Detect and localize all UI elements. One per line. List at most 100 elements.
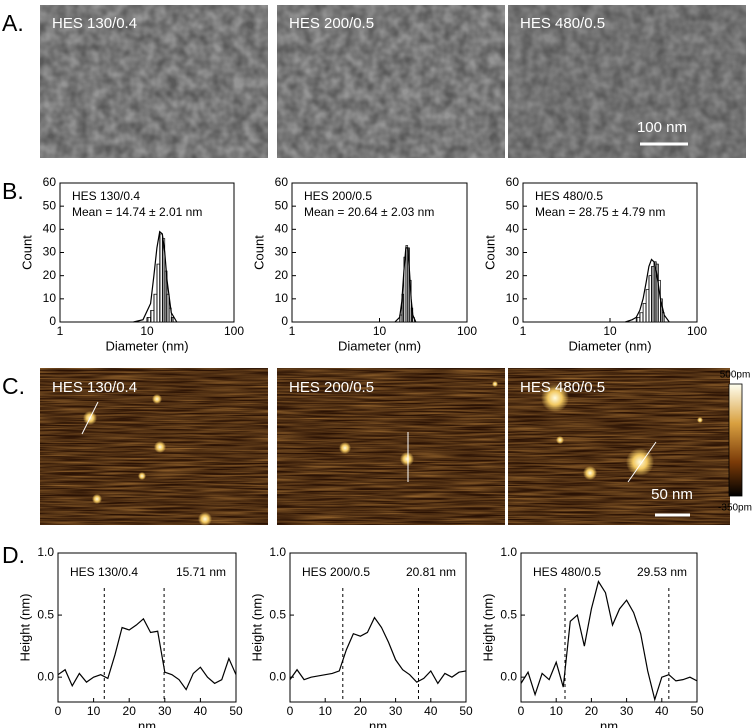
x-axis-label: Diameter (nm) — [105, 338, 188, 353]
annotation: 15.71 nm — [176, 565, 226, 579]
x-tick-label: 20 — [354, 704, 368, 718]
y-tick-label: 10 — [275, 291, 289, 305]
histogram-bar — [660, 298, 663, 323]
y-axis-label: Height (nm) — [249, 594, 264, 662]
y-tick-label: 20 — [506, 268, 520, 282]
afm-particle — [541, 384, 569, 412]
afm-particle — [92, 494, 102, 504]
x-axis-label: nm — [369, 718, 387, 728]
afm-particle — [154, 441, 166, 453]
y-tick-label: 0.5 — [269, 607, 286, 621]
image-label: HES 130/0.4 — [52, 15, 137, 32]
x-tick-label: 40 — [655, 704, 669, 718]
y-tick-label: 20 — [275, 268, 289, 282]
y-axis-label: Count — [251, 235, 266, 270]
panel-label: C. — [2, 373, 25, 399]
y-axis-label: Height (nm) — [17, 594, 32, 662]
profile-line — [81, 401, 99, 435]
x-tick-label: 1 — [520, 324, 527, 338]
x-tick-label: 1 — [57, 324, 64, 338]
plot-frame — [522, 182, 698, 323]
panel-label: D. — [2, 542, 25, 568]
histogram-bar — [146, 317, 151, 323]
y-tick-label: 1.0 — [269, 545, 286, 559]
afm-texture — [277, 368, 505, 525]
fit-curve — [394, 247, 417, 323]
x-tick-label: 100 — [224, 324, 244, 338]
histogram-bar — [153, 293, 158, 323]
annotation: Mean = 28.75 ± 4.79 nm — [535, 205, 665, 219]
height-profile — [57, 617, 237, 691]
y-tick-label: 40 — [275, 222, 289, 236]
annotation: HES 200/0.5 — [304, 189, 372, 203]
y-tick-label: 0.0 — [269, 669, 286, 683]
image-label: HES 480/0.5 — [520, 379, 605, 396]
y-axis-label: Height (nm) — [480, 594, 495, 662]
x-tick-label: 0 — [287, 704, 294, 718]
y-tick-label: 30 — [275, 245, 289, 259]
image-label: HES 200/0.5 — [289, 379, 374, 396]
afm-particle — [138, 472, 146, 480]
afm-particle — [556, 436, 564, 444]
afm-particle — [697, 417, 703, 423]
y-axis-label: Count — [482, 235, 497, 270]
x-tick-label: 10 — [550, 704, 564, 718]
y-tick-label: 10 — [506, 291, 520, 305]
x-tick-label: 100 — [457, 324, 477, 338]
annotation: HES 480/0.5 — [535, 189, 603, 203]
annotation: HES 130/0.4 — [72, 189, 140, 203]
y-tick-label: 50 — [43, 198, 57, 212]
afm-texture — [40, 368, 268, 525]
x-tick-label: 10 — [373, 324, 387, 338]
x-axis-label: nm — [138, 718, 156, 728]
y-tick-label: 50 — [506, 198, 520, 212]
histogram-bar — [156, 263, 161, 323]
plot-frame — [520, 552, 698, 703]
y-tick-label: 0 — [49, 314, 56, 328]
y-tick-label: 0.0 — [37, 669, 54, 683]
x-tick-label: 10 — [319, 704, 333, 718]
fit-curve — [625, 258, 670, 323]
afm-particle — [198, 512, 212, 526]
afm-particle — [492, 381, 498, 387]
histogram-bar — [159, 233, 163, 323]
height-profile — [289, 616, 467, 685]
histogram-bar — [170, 317, 174, 323]
plot-frame — [289, 552, 467, 703]
sem-texture — [40, 5, 268, 158]
scale-bar-label: 50 nm — [651, 486, 693, 503]
y-tick-label: 60 — [43, 175, 57, 189]
y-tick-label: 1.0 — [500, 545, 517, 559]
colorbar — [728, 383, 743, 497]
histogram-bar — [648, 275, 652, 323]
x-tick-label: 10 — [140, 324, 154, 338]
colorbar-min-label: -350pm — [718, 503, 752, 514]
plot-frame — [291, 182, 468, 323]
x-tick-label: 0 — [518, 704, 525, 718]
x-tick-label: 40 — [194, 704, 208, 718]
annotation: HES 130/0.4 — [70, 565, 138, 579]
plot-frame — [57, 552, 237, 703]
sem-texture — [508, 5, 746, 158]
y-tick-label: 60 — [506, 175, 520, 189]
annotation: Mean = 14.74 ± 2.01 nm — [72, 205, 202, 219]
x-tick-label: 40 — [424, 704, 438, 718]
y-tick-label: 1.0 — [37, 545, 54, 559]
x-tick-label: 30 — [620, 704, 634, 718]
histogram-bar — [642, 303, 647, 323]
x-tick-label: 50 — [459, 704, 473, 718]
panel-label: B. — [2, 178, 24, 204]
plot-frame — [59, 182, 235, 323]
y-tick-label: 50 — [275, 198, 289, 212]
afm-particle — [583, 466, 597, 480]
image-label: HES 480/0.5 — [520, 15, 605, 32]
afm-particle — [400, 452, 414, 466]
image-label: HES 130/0.4 — [52, 379, 137, 396]
annotation: HES 200/0.5 — [302, 565, 370, 579]
x-tick-label: 10 — [603, 324, 617, 338]
height-profile — [520, 580, 698, 702]
x-tick-label: 10 — [87, 704, 101, 718]
x-tick-label: 50 — [229, 704, 243, 718]
y-tick-label: 0 — [512, 314, 519, 328]
